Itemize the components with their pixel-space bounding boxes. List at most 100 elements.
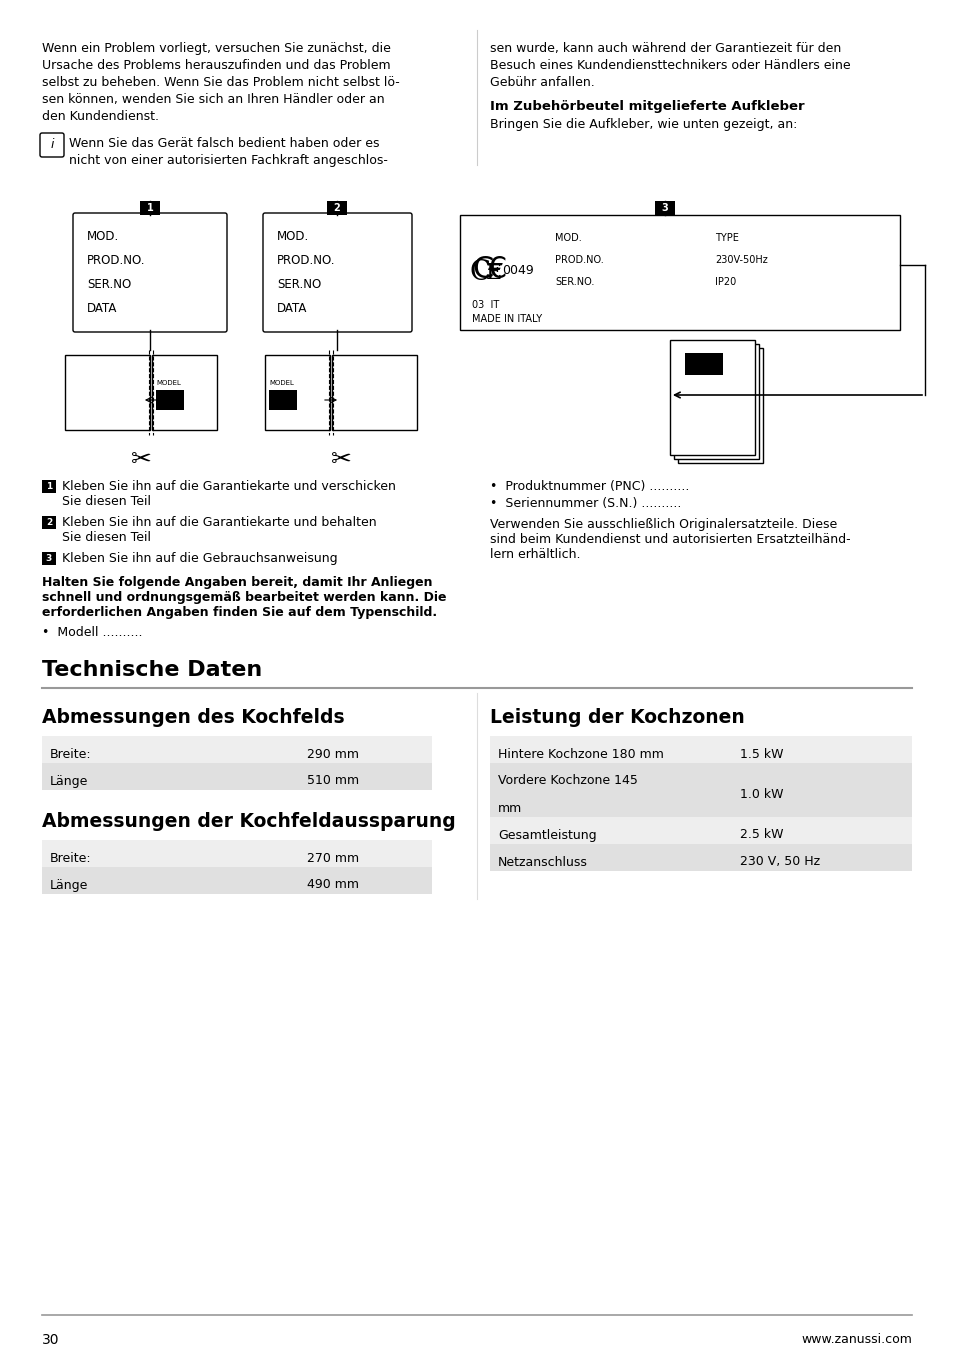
Text: IP20: IP20 — [714, 277, 736, 287]
Text: •  Seriennummer (S.N.) ..........: • Seriennummer (S.N.) .......... — [490, 498, 680, 510]
Text: mm: mm — [497, 802, 521, 814]
Text: €: € — [488, 256, 507, 284]
Text: 510 mm: 510 mm — [307, 775, 358, 787]
Text: Vordere Kochzone 145: Vordere Kochzone 145 — [497, 775, 638, 787]
Text: nicht von einer autorisierten Fachkraft angeschlos-: nicht von einer autorisierten Fachkraft … — [69, 154, 388, 168]
Bar — [42, 552, 56, 565]
Bar — [42, 516, 56, 529]
Bar — [684, 353, 722, 375]
Text: Bringen Sie die Aufkleber, wie unten gezeigt, an:: Bringen Sie die Aufkleber, wie unten gez… — [490, 118, 797, 131]
Text: 1: 1 — [46, 483, 52, 491]
Text: 230V-50Hz: 230V-50Hz — [714, 256, 767, 265]
Text: Sie diesen Teil: Sie diesen Teil — [62, 495, 151, 508]
Text: Verwenden Sie ausschließlich Originalersatzteile. Diese: Verwenden Sie ausschließlich Originalers… — [490, 518, 837, 531]
Bar — [140, 201, 160, 215]
Text: schnell und ordnungsgemäß bearbeitet werden kann. Die: schnell und ordnungsgemäß bearbeitet wer… — [42, 591, 446, 604]
Text: Kleben Sie ihn auf die Garantiekarte und behalten: Kleben Sie ihn auf die Garantiekarte und… — [62, 516, 376, 529]
Text: 1.0 kW: 1.0 kW — [740, 788, 782, 802]
Bar — [42, 840, 432, 867]
Text: Wenn ein Problem vorliegt, versuchen Sie zunächst, die: Wenn ein Problem vorliegt, versuchen Sie… — [42, 42, 391, 55]
Bar — [42, 867, 432, 894]
Text: MADE IN ITALY: MADE IN ITALY — [472, 314, 541, 324]
Text: 3: 3 — [46, 554, 52, 562]
Text: sind beim Kundendienst und autorisierten Ersatzteilhänd-: sind beim Kundendienst und autorisierten… — [490, 533, 850, 546]
Text: MODEL: MODEL — [269, 380, 294, 387]
Bar — [42, 763, 432, 790]
Bar — [678, 347, 762, 462]
Text: PROD.NO.: PROD.NO. — [276, 254, 335, 266]
Text: Technische Daten: Technische Daten — [42, 660, 262, 680]
Bar — [42, 735, 432, 763]
Text: Netzanschluss: Netzanschluss — [497, 856, 587, 868]
Text: www.zanussi.com: www.zanussi.com — [801, 1333, 911, 1347]
Bar — [669, 339, 754, 456]
FancyBboxPatch shape — [263, 214, 412, 333]
Text: SER.NO.: SER.NO. — [555, 277, 594, 287]
Bar — [269, 389, 296, 410]
Text: Gesamtleistung: Gesamtleistung — [497, 829, 596, 841]
Bar — [655, 201, 675, 215]
Text: •  Modell ..........: • Modell .......... — [42, 626, 142, 639]
Text: den Kundendienst.: den Kundendienst. — [42, 110, 159, 123]
Text: E: E — [485, 262, 501, 284]
Text: Wenn Sie das Gerät falsch bedient haben oder es: Wenn Sie das Gerät falsch bedient haben … — [69, 137, 379, 150]
Bar — [332, 356, 416, 430]
Text: Im Zubehörbeutel mitgelieferte Aufkleber: Im Zubehörbeutel mitgelieferte Aufkleber — [490, 100, 803, 114]
Text: PROD.NO.: PROD.NO. — [87, 254, 146, 266]
Text: 30: 30 — [42, 1333, 59, 1347]
Text: C: C — [470, 260, 491, 287]
Text: MODEL: MODEL — [156, 380, 181, 387]
Bar — [490, 735, 911, 763]
Text: 3: 3 — [661, 203, 668, 214]
Bar — [490, 763, 911, 817]
Text: Abmessungen des Kochfelds: Abmessungen des Kochfelds — [42, 708, 344, 727]
Text: Länge: Länge — [50, 775, 89, 787]
Bar — [265, 356, 330, 430]
Text: selbst zu beheben. Wenn Sie das Problem nicht selbst lö-: selbst zu beheben. Wenn Sie das Problem … — [42, 76, 399, 89]
Text: DATA: DATA — [87, 301, 117, 315]
Text: PROD.NO.: PROD.NO. — [555, 256, 603, 265]
Text: Gebühr anfallen.: Gebühr anfallen. — [490, 76, 594, 89]
Bar — [490, 844, 911, 871]
Text: SER.NO: SER.NO — [87, 279, 132, 291]
FancyBboxPatch shape — [73, 214, 227, 333]
Text: SER.NO: SER.NO — [276, 279, 321, 291]
Text: sen wurde, kann auch während der Garantiezeit für den: sen wurde, kann auch während der Garanti… — [490, 42, 841, 55]
Bar — [673, 343, 759, 458]
Text: Abmessungen der Kochfeldaussparung: Abmessungen der Kochfeldaussparung — [42, 813, 456, 831]
Text: C: C — [472, 256, 493, 284]
Text: 0049: 0049 — [501, 264, 533, 277]
Text: DATA: DATA — [276, 301, 307, 315]
Bar — [42, 480, 56, 493]
Text: TYPE: TYPE — [714, 233, 739, 243]
Text: Besuch eines Kundendiensttechnikers oder Händlers eine: Besuch eines Kundendiensttechnikers oder… — [490, 59, 850, 72]
Text: Breite:: Breite: — [50, 748, 91, 760]
Text: 2: 2 — [334, 203, 340, 214]
Text: sen können, wenden Sie sich an Ihren Händler oder an: sen können, wenden Sie sich an Ihren Hän… — [42, 93, 384, 105]
Text: Kleben Sie ihn auf die Garantiekarte und verschicken: Kleben Sie ihn auf die Garantiekarte und… — [62, 480, 395, 493]
Bar — [152, 356, 216, 430]
Text: Hintere Kochzone 180 mm: Hintere Kochzone 180 mm — [497, 748, 663, 760]
FancyBboxPatch shape — [40, 132, 64, 157]
Bar — [156, 389, 184, 410]
Text: Halten Sie folgende Angaben bereit, damit Ihr Anliegen: Halten Sie folgende Angaben bereit, dami… — [42, 576, 432, 589]
Text: Sie diesen Teil: Sie diesen Teil — [62, 531, 151, 544]
Text: 270 mm: 270 mm — [307, 852, 358, 864]
Text: Länge: Länge — [50, 879, 89, 891]
Text: MOD.: MOD. — [276, 230, 309, 243]
Text: 490 mm: 490 mm — [307, 879, 358, 891]
Text: ✂: ✂ — [131, 448, 152, 472]
Text: Kleben Sie ihn auf die Gebrauchsanweisung: Kleben Sie ihn auf die Gebrauchsanweisun… — [62, 552, 337, 565]
Text: 03  IT: 03 IT — [472, 300, 498, 310]
Text: •  Produktnummer (PNC) ..........: • Produktnummer (PNC) .......... — [490, 480, 689, 493]
Bar — [459, 215, 899, 330]
Text: ✂: ✂ — [330, 448, 351, 472]
Text: MOD.: MOD. — [555, 233, 581, 243]
Text: 2.5 kW: 2.5 kW — [740, 829, 782, 841]
Bar — [65, 356, 150, 430]
Text: 230 V, 50 Hz: 230 V, 50 Hz — [740, 856, 820, 868]
Text: 2: 2 — [46, 518, 52, 527]
Text: erforderlichen Angaben finden Sie auf dem Typenschild.: erforderlichen Angaben finden Sie auf de… — [42, 606, 436, 619]
Text: MOD.: MOD. — [87, 230, 119, 243]
Text: Leistung der Kochzonen: Leistung der Kochzonen — [490, 708, 744, 727]
